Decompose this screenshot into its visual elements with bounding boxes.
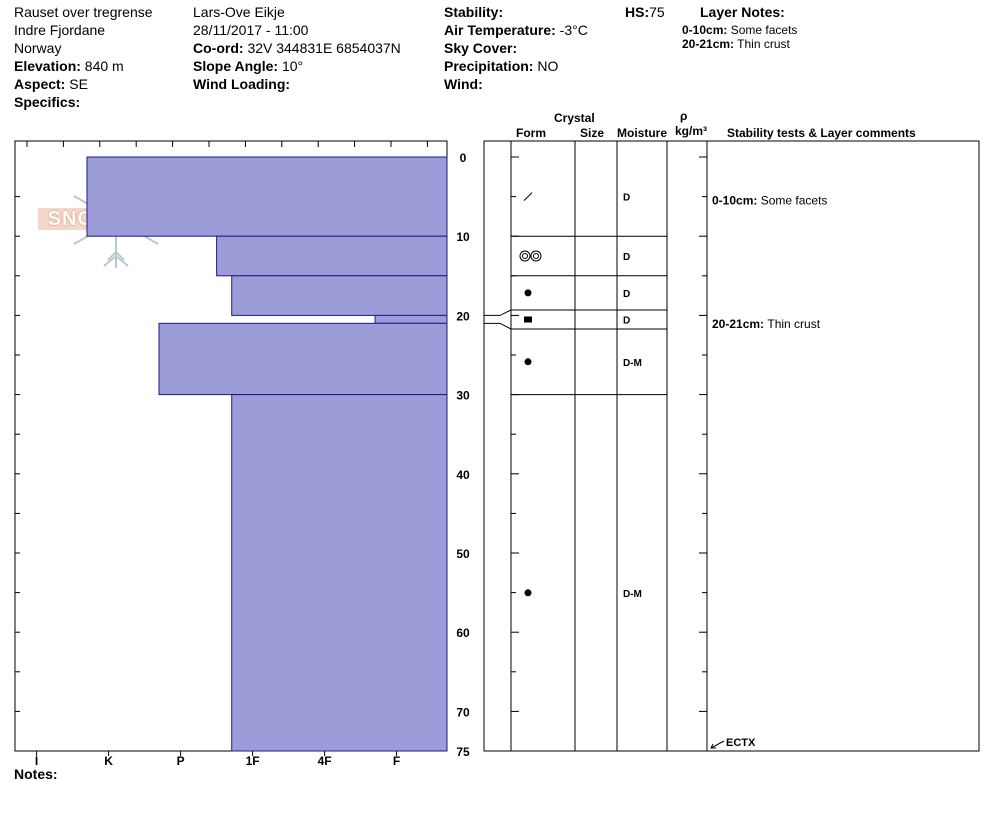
stability-label: Stability:: [444, 4, 504, 20]
hardness-tick-label: 4F: [318, 754, 332, 768]
facet-symbol: [523, 192, 533, 201]
location-name: Rauset over tregrense: [14, 4, 153, 20]
hardness-tick-label: K: [104, 754, 113, 768]
aspect-row: Aspect: SE: [14, 76, 88, 92]
slope-label: Slope Angle:: [193, 58, 279, 74]
country-name: Norway: [14, 40, 62, 56]
hs-label: HS:: [625, 4, 650, 20]
layer-note: 20-21cm: Thin crust: [682, 37, 790, 51]
moisture-value: D: [623, 289, 630, 300]
air-temp-value: -3°C: [559, 22, 588, 38]
moisture-value: D-M: [623, 358, 642, 369]
layer-comment-text: Thin crust: [767, 317, 820, 331]
layer-note-range: 0-10cm:: [682, 23, 728, 37]
sky-cover-label: Sky Cover:: [444, 40, 518, 56]
depth-hoar-outer-ring: [519, 250, 531, 262]
hardness-tick-label: 1F: [246, 754, 260, 768]
layer-table-frame: [483, 140, 980, 752]
stability-comments-header: Stability tests & Layer comments: [727, 126, 916, 140]
hardness-layer-bar: [216, 235, 448, 277]
layer-comment-range: 0-10cm:: [712, 194, 761, 208]
hardness-tick-label: P: [177, 754, 185, 768]
depth-tick-label: 40: [456, 468, 470, 482]
aspect-label: Aspect:: [14, 76, 66, 92]
coord-value: 32V 344831E 6854037N: [247, 40, 401, 56]
depth-hoar-inner-ring: [533, 253, 539, 259]
specifics-label: Specifics:: [14, 94, 81, 110]
moisture-header: Moisture: [617, 126, 668, 140]
hardness-tick-label: F: [393, 754, 400, 768]
observation-datetime: 28/11/2017 - 11:00: [193, 22, 309, 38]
aspect-value: SE: [69, 76, 88, 92]
rounded-grain-symbol: [524, 289, 532, 297]
notes-label: Notes:: [14, 766, 58, 782]
air-temp-row: Air Temperature: -3°C: [444, 22, 588, 38]
hardness-layer-bar: [158, 322, 448, 396]
hardness-layer-bar: [231, 394, 448, 752]
moisture-value: D: [623, 193, 630, 204]
hardness-layer-bar: [231, 275, 448, 316]
rho-header: ρ: [680, 109, 688, 123]
layer-note-range: 20-21cm:: [682, 37, 735, 51]
air-temp-label: Air Temperature:: [444, 22, 556, 38]
region-name: Indre Fjordane: [14, 22, 106, 38]
depth-tick-label: 75: [456, 745, 470, 759]
moisture-value: D: [623, 252, 630, 263]
form-header: Form: [516, 126, 546, 140]
moisture-value: D: [623, 316, 630, 327]
depth-tick-label: 10: [456, 230, 470, 244]
elevation-label: Elevation:: [14, 58, 81, 74]
hs-value: 75: [649, 4, 665, 20]
slope-row: Slope Angle: 10°: [193, 58, 303, 74]
layer-comment: 0-10cm: Some facets: [712, 194, 827, 208]
hardness-layer-bar: [86, 156, 448, 237]
hardness-tick-label: I: [35, 754, 38, 768]
layer-note: 0-10cm: Some facets: [682, 23, 797, 37]
depth-tick-label: 30: [456, 389, 470, 403]
elevation-value: 840 m: [84, 58, 124, 74]
precip-value: NO: [537, 58, 559, 74]
layer-connector-line: [484, 322, 512, 330]
stability-test-pointer: [710, 740, 725, 749]
stability-test-arrowhead: [710, 743, 716, 749]
density-unit-header: kg/m³: [675, 124, 708, 138]
stability-test-label: ECTX: [726, 737, 756, 749]
layer-notes-title: Layer Notes:: [700, 4, 785, 20]
elevation-row: Elevation: 840 m: [14, 58, 124, 74]
observer-name: Lars-Ove Eikje: [193, 4, 285, 20]
layer-note-text: Some facets: [730, 23, 798, 37]
layer-comment-range: 20-21cm:: [712, 317, 767, 331]
coord-row: Co-ord: 32V 344831E 6854037N: [193, 40, 401, 56]
depth-tick-label: 60: [456, 626, 470, 640]
rounded-grain-symbol: [524, 358, 532, 366]
layer-connector-line: [484, 309, 512, 316]
size-header: Size: [580, 126, 605, 140]
slope-value: 10°: [281, 58, 304, 74]
wind-loading-label: Wind Loading:: [193, 76, 291, 92]
depth-hoar-inner-ring: [522, 253, 528, 259]
crystal-header: Crystal: [554, 111, 595, 125]
depth-tick-label: 70: [456, 705, 470, 719]
layer-comment-text: Some facets: [761, 194, 828, 208]
rounded-grain-symbol: [524, 589, 532, 597]
hs-row: HS:75: [625, 4, 665, 20]
moisture-value: D-M: [623, 589, 642, 600]
depth-tick-label: 0: [460, 151, 467, 165]
crust-symbol: [524, 316, 532, 323]
depth-tick-label: 50: [456, 547, 470, 561]
precip-row: Precipitation: NO: [444, 58, 558, 74]
precip-label: Precipitation:: [444, 58, 534, 74]
depth-hoar-outer-ring: [530, 250, 542, 262]
layer-note-text: Thin crust: [737, 37, 790, 51]
coord-label: Co-ord:: [193, 40, 244, 56]
wind-label: Wind:: [444, 76, 483, 92]
layer-comment: 20-21cm: Thin crust: [712, 317, 821, 331]
depth-tick-label: 20: [456, 309, 470, 323]
hardness-layer-bar: [374, 314, 448, 324]
